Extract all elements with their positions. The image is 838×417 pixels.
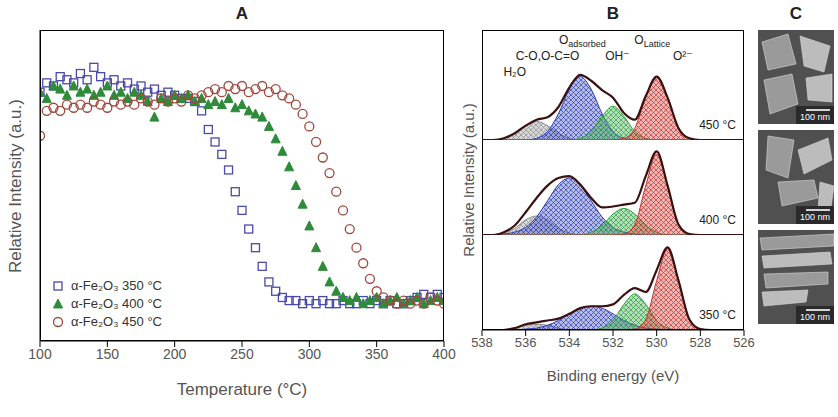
svg-text:150: 150 (96, 346, 120, 362)
svg-text:100: 100 (28, 346, 52, 362)
html-text:A: A (235, 4, 249, 23)
svg-text:Oadsorbed: Oadsorbed (559, 33, 606, 49)
svg-text:300: 300 (298, 346, 322, 362)
html-text:Relative Intensity (a.u.): Relative Intensity (a.u.) (6, 98, 25, 273)
svg-text:200: 200 (163, 346, 187, 362)
svg-text:C-O,O-C=O: C-O,O-C=O (516, 49, 580, 63)
svg-text:530: 530 (646, 335, 668, 350)
svg-text:536: 536 (515, 335, 537, 350)
html-text:α-Fe₂O₃ 450 °C: α-Fe₂O₃ 450 °C (71, 314, 162, 329)
svg-text:O²⁻: O²⁻ (673, 49, 693, 63)
svg-text:100 nm: 100 nm (800, 312, 830, 322)
svg-text:532: 532 (602, 335, 624, 350)
html-text:Relative Intensity (a.u.): Relative Intensity (a.u.) (459, 103, 477, 257)
svg-text:250: 250 (230, 346, 254, 362)
svg-text:100 nm: 100 nm (800, 112, 830, 122)
svg-text:526: 526 (733, 335, 755, 350)
svg-text:OLattice: OLattice (634, 33, 670, 49)
html-text:α-Fe₂O₃ 350 °C: α-Fe₂O₃ 350 °C (71, 278, 162, 293)
html-text:450 °C: 450 °C (699, 118, 736, 132)
svg-text:OH⁻: OH⁻ (605, 49, 629, 63)
svg-text:100 nm: 100 nm (800, 212, 830, 222)
svg-text:538: 538 (471, 335, 493, 350)
svg-text:H₂O: H₂O (503, 65, 526, 79)
html-text:B: B (606, 4, 620, 23)
svg-text:534: 534 (558, 335, 580, 350)
svg-text:Binding energy (eV): Binding energy (eV) (547, 367, 680, 384)
svg-text:350: 350 (365, 346, 389, 362)
html-text:α-Fe₂O₃ 400 °C: α-Fe₂O₃ 400 °C (71, 296, 162, 311)
svg-text:400: 400 (432, 346, 456, 362)
svg-text:Temperature (°C): Temperature (°C) (177, 380, 308, 399)
html-text:C: C (789, 4, 803, 23)
html-text:350 °C: 350 °C (699, 308, 736, 322)
svg-text:528: 528 (689, 335, 711, 350)
html-text:400 °C: 400 °C (699, 213, 736, 227)
